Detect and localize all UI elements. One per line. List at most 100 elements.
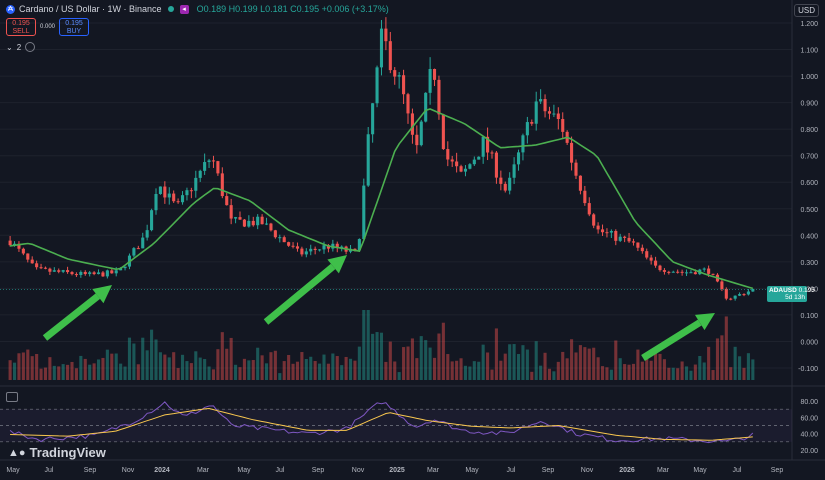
volume-bar — [556, 361, 560, 380]
volume-bar — [463, 365, 468, 380]
volume-bar — [578, 345, 582, 380]
candle — [57, 270, 61, 272]
rsi-ma-line — [10, 407, 753, 441]
volume-bar — [172, 352, 176, 380]
volume-bar — [552, 371, 556, 380]
indicators-toggle[interactable]: ⌄ 2 — [6, 42, 36, 52]
y-tick-label: 0.100 — [800, 313, 818, 320]
symbol-title[interactable]: Cardano / US Dollar · 1W · Binance — [19, 4, 162, 14]
candle — [300, 248, 304, 255]
candle — [39, 267, 43, 269]
y-tick-label: 0.700 — [800, 154, 818, 161]
candle — [35, 263, 39, 268]
candle — [21, 248, 25, 254]
candle — [490, 152, 494, 154]
y-tick-label: -0.100 — [798, 366, 818, 373]
volume-bar — [61, 364, 65, 380]
volume-bar — [35, 353, 39, 380]
candle — [256, 216, 260, 226]
candle — [12, 243, 17, 246]
candle — [600, 229, 605, 233]
candle — [463, 168, 468, 172]
y-tick-label: 0.400 — [800, 233, 818, 240]
volume-bar — [729, 367, 733, 380]
currency-selector[interactable]: USD — [794, 4, 819, 17]
rsi-collapse-icon[interactable] — [6, 392, 18, 402]
volume-bar — [12, 362, 17, 380]
candle — [340, 246, 344, 249]
volume-bar — [74, 368, 78, 380]
volume-bar — [92, 363, 96, 380]
volume-bar — [52, 365, 56, 380]
volume-bar — [189, 363, 193, 380]
volume-bar — [362, 310, 366, 380]
candle — [353, 248, 357, 251]
candle — [371, 103, 375, 135]
volume-bar — [636, 349, 640, 380]
volume-bar — [645, 353, 649, 380]
candle — [74, 274, 78, 276]
arrow-shaft — [42, 293, 101, 341]
candle — [313, 248, 317, 250]
candle — [362, 185, 366, 240]
candle — [711, 273, 715, 275]
chevron-down-icon: ⌄ — [6, 42, 13, 52]
volume-bar — [490, 369, 494, 380]
volume-bar — [583, 347, 587, 380]
volume-bar — [627, 364, 631, 380]
volume-bar — [318, 363, 322, 380]
volume-bar — [437, 333, 441, 380]
sell-label: SELL — [12, 28, 30, 35]
volume-bar — [432, 357, 437, 380]
buy-button[interactable]: 0.195 BUY — [59, 18, 90, 36]
volume-bar — [441, 322, 445, 380]
trade-buttons: 0.195 SELL 0.000 0.195 BUY — [6, 18, 90, 36]
volume-bar — [477, 361, 481, 380]
time-axis[interactable]: May Jul Sep Nov 2024 Mar May Jul Sep Nov 2025 Mar Ma… — [6, 467, 783, 474]
volume-bar — [499, 360, 503, 380]
rsi-tick-label: 80.00 — [800, 399, 818, 406]
volume-bar — [587, 348, 591, 380]
candle — [578, 175, 582, 191]
volume-bar — [733, 346, 737, 380]
settings-icon[interactable] — [25, 42, 36, 52]
candle — [627, 237, 631, 242]
volume-bar — [340, 365, 344, 380]
volume-bar — [154, 339, 158, 380]
candle — [667, 271, 671, 273]
candle — [521, 135, 525, 153]
candle — [508, 177, 512, 191]
visibility-icon[interactable]: ◂ — [179, 4, 189, 14]
volume-bar — [742, 367, 746, 380]
volume-bar — [397, 372, 401, 380]
rsi-panel[interactable] — [0, 401, 792, 444]
rsi-tick-label: 60.00 — [800, 415, 818, 422]
buy-label: BUY — [66, 28, 82, 35]
price-axis[interactable]: 1.200 1.100 1.000 0.900 0.800 0.700 0.600 0.500… — [798, 21, 818, 455]
volume-bar — [220, 332, 224, 380]
candle — [189, 190, 193, 192]
candle — [499, 177, 503, 184]
volume-bar — [371, 333, 375, 380]
candle — [322, 245, 326, 250]
volume-bar — [631, 363, 636, 380]
volume-bar — [8, 360, 12, 380]
candle — [609, 230, 613, 233]
candle — [61, 270, 65, 272]
volume-bar — [428, 347, 432, 380]
volume-bar — [264, 363, 269, 380]
y-tick-label: 1.200 — [800, 21, 818, 28]
volume-bar — [348, 358, 353, 380]
sell-price: 0.195 — [12, 20, 30, 27]
volume-bar — [539, 365, 543, 380]
candle — [618, 236, 622, 241]
candle — [282, 237, 286, 243]
candle — [225, 196, 229, 206]
volume-bar — [326, 363, 330, 380]
candle — [83, 271, 87, 275]
candle — [269, 223, 273, 231]
sell-button[interactable]: 0.195 SELL — [6, 18, 36, 36]
volume-bar — [689, 370, 693, 380]
volume-bar — [57, 366, 61, 380]
